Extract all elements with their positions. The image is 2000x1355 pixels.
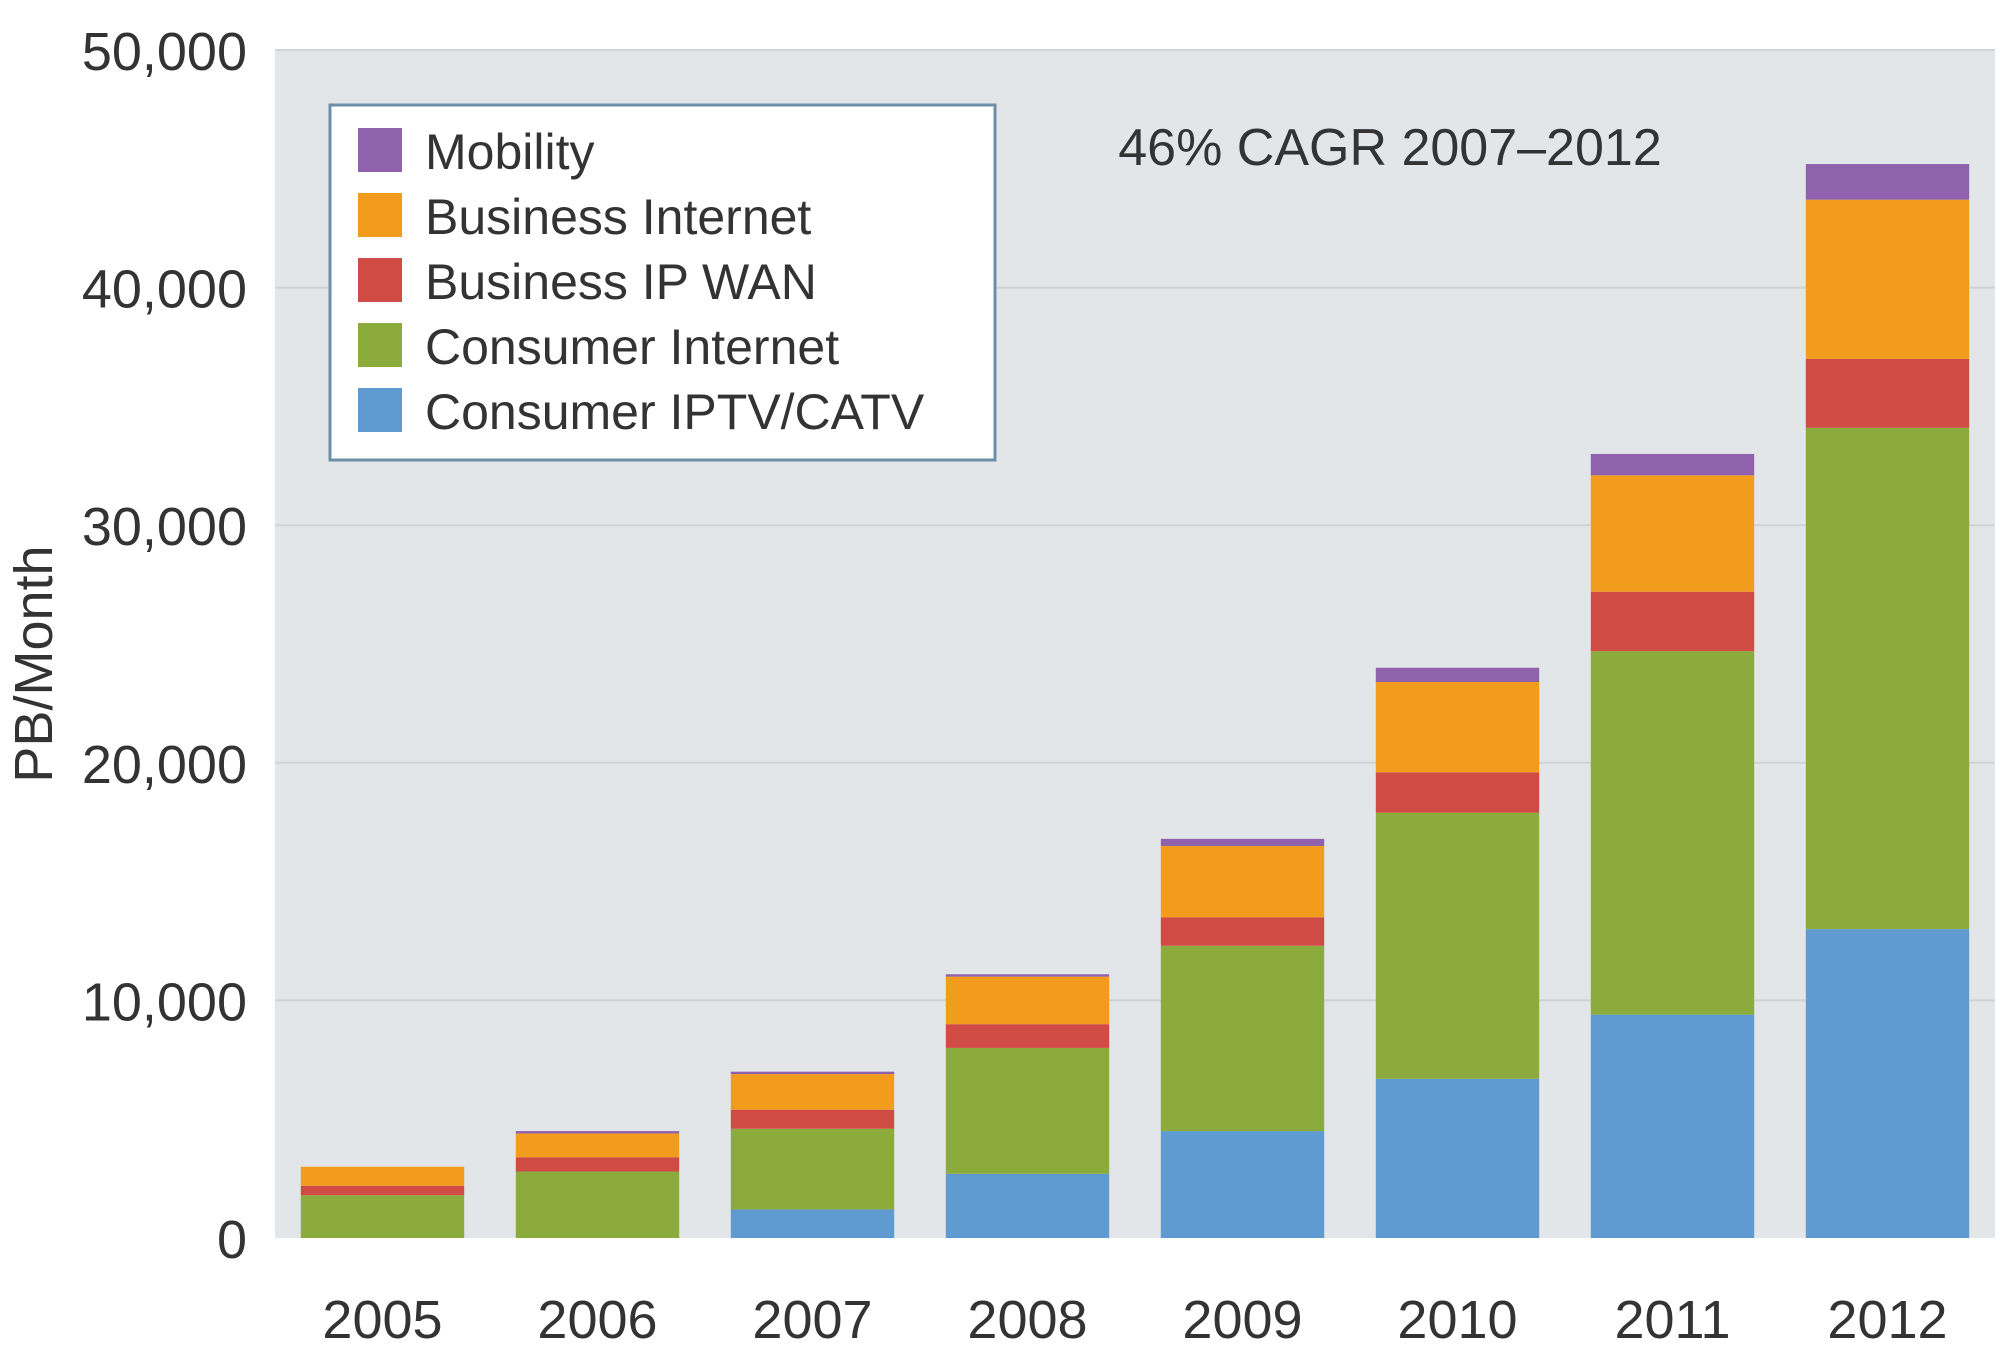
- bars: [300, 164, 1970, 1238]
- x-tick-label: 2007: [752, 1290, 872, 1350]
- y-tick-label: 50,000: [82, 22, 247, 82]
- bar-segment-business-ip-wan-2010: [1375, 772, 1540, 813]
- cagr-annotation: 46% CAGR 2007–2012: [1118, 119, 1662, 177]
- bar-segment-mobility-2012: [1805, 164, 1970, 200]
- bar-segment-consumer-internet-2006: [515, 1171, 680, 1238]
- legend-swatch: [358, 323, 402, 367]
- bar-segment-business-internet-2008: [945, 976, 1110, 1025]
- bar-segment-consumer-internet-2011: [1590, 651, 1755, 1015]
- legend: Mobility Business Internet Business IP WAN…: [328, 103, 997, 462]
- bar-segment-business-ip-wan-2005: [300, 1185, 465, 1196]
- bar-segment-consumer-iptv-catv-2007: [730, 1209, 895, 1238]
- bar-segment-mobility-2006: [515, 1131, 680, 1134]
- bar-segment-business-internet-2010: [1375, 682, 1540, 773]
- x-tick-label: 2010: [1397, 1290, 1517, 1350]
- bar-segment-consumer-iptv-catv-2012: [1805, 929, 1970, 1238]
- x-axis-ticks: 2005 2006 2007 2008 2009 2010 2011 2012: [322, 1290, 1947, 1350]
- x-tick-label: 2011: [1614, 1290, 1730, 1350]
- y-tick-label: 10,000: [82, 972, 247, 1032]
- bar-segment-business-ip-wan-2006: [515, 1157, 680, 1172]
- y-tick-label: 40,000: [82, 260, 247, 320]
- legend-swatch: [358, 388, 402, 432]
- bar-segment-business-ip-wan-2012: [1805, 358, 1970, 428]
- legend-label: Mobility: [425, 124, 594, 180]
- y-tick-label: 30,000: [82, 497, 247, 557]
- bar-segment-business-internet-2011: [1590, 475, 1755, 592]
- legend-label: Consumer Internet: [425, 319, 839, 375]
- bar-segment-consumer-internet-2009: [1160, 945, 1325, 1132]
- bar-segment-business-internet-2012: [1805, 199, 1970, 359]
- bar-segment-mobility-2007: [730, 1071, 895, 1075]
- bar-segment-mobility-2008: [945, 974, 1110, 977]
- bar-segment-consumer-internet-2010: [1375, 812, 1540, 1079]
- x-tick-label: 2012: [1827, 1290, 1947, 1350]
- bar-segment-consumer-internet-2005: [300, 1195, 465, 1238]
- y-tick-label: 0: [217, 1210, 247, 1270]
- bar-segment-business-internet-2006: [515, 1133, 680, 1158]
- bar-segment-mobility-2011: [1590, 453, 1755, 476]
- bar-segment-business-ip-wan-2007: [730, 1109, 895, 1129]
- legend-swatch: [358, 258, 402, 302]
- bar-segment-consumer-iptv-catv-2009: [1160, 1131, 1325, 1238]
- bar-segment-business-internet-2007: [730, 1074, 895, 1110]
- legend-swatch: [358, 128, 402, 172]
- bar-segment-business-internet-2009: [1160, 845, 1325, 918]
- x-tick-label: 2005: [322, 1290, 442, 1350]
- bar-segment-consumer-iptv-catv-2010: [1375, 1078, 1540, 1238]
- legend-label: Consumer IPTV/CATV: [425, 384, 925, 440]
- bar-segment-consumer-iptv-catv-2008: [945, 1173, 1110, 1238]
- x-tick-label: 2009: [1182, 1290, 1302, 1350]
- legend-swatch: [358, 193, 402, 237]
- x-tick-label: 2006: [537, 1290, 657, 1350]
- bar-segment-mobility-2010: [1375, 667, 1540, 683]
- bar-segment-business-ip-wan-2011: [1590, 591, 1755, 652]
- bar-segment-consumer-internet-2007: [730, 1128, 895, 1210]
- bar-segment-consumer-internet-2012: [1805, 427, 1970, 930]
- bar-segment-consumer-iptv-catv-2011: [1590, 1014, 1755, 1238]
- legend-label: Business Internet: [425, 189, 811, 245]
- bar-segment-business-internet-2005: [300, 1166, 465, 1186]
- legend-label: Business IP WAN: [425, 254, 817, 310]
- bar-segment-consumer-internet-2008: [945, 1047, 1110, 1174]
- bar-segment-business-ip-wan-2009: [1160, 917, 1325, 946]
- bar-segment-business-ip-wan-2008: [945, 1024, 1110, 1048]
- x-tick-label: 2008: [967, 1290, 1087, 1350]
- y-axis-ticks: 0 10,000 20,000 30,000 40,000 50,000: [82, 22, 247, 1270]
- bar-segment-mobility-2009: [1160, 838, 1325, 846]
- legend-box: [328, 103, 997, 462]
- y-tick-label: 20,000: [82, 735, 247, 795]
- y-axis-label: PB/Month: [4, 545, 64, 782]
